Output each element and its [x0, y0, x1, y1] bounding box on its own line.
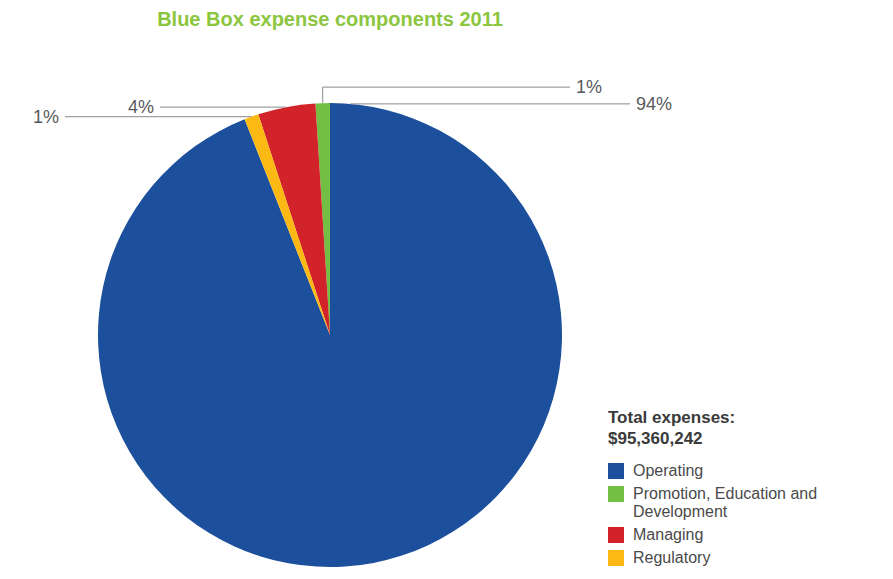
- html-text:Regulatory: Regulatory: [633, 549, 711, 566]
- html-text:Blue Box expense components 20: Blue Box expense components 2011: [157, 8, 503, 30]
- html-text:Total expenses:: Total expenses:: [608, 408, 736, 427]
- svg-text:94%: 94%: [636, 94, 672, 114]
- svg-text:1%: 1%: [576, 77, 602, 97]
- svg-text:4%: 4%: [128, 97, 154, 117]
- svg-text:1%: 1%: [33, 107, 59, 127]
- html-text:Operating: Operating: [633, 462, 704, 479]
- html-text:$95,360,242: $95,360,242: [608, 429, 703, 448]
- html-text:Promotion, Education and Devel: Promotion, Education and Development: [633, 485, 818, 520]
- html-text:Managing: Managing: [633, 526, 704, 543]
